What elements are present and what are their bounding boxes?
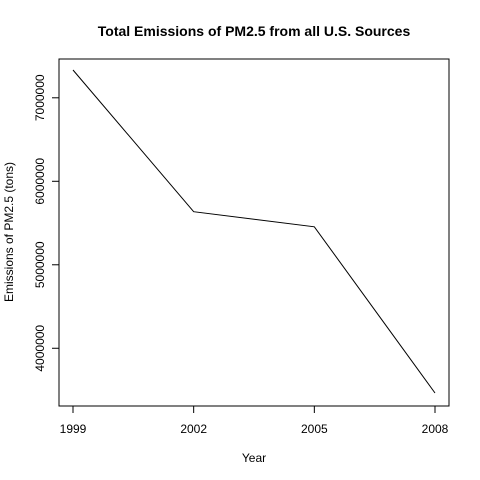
y-tick-label: 6000000 xyxy=(33,158,47,205)
series-layer xyxy=(72,69,436,394)
x-tick-label: 2002 xyxy=(180,422,207,436)
x-tick-label: 2008 xyxy=(422,422,449,436)
series-line xyxy=(72,69,436,394)
y-tick-label: 5000000 xyxy=(33,241,47,288)
chart-title: Total Emissions of PM2.5 from all U.S. S… xyxy=(98,23,411,39)
y-tick-label: 4000000 xyxy=(33,325,47,372)
x-tick-label: 2005 xyxy=(301,422,328,436)
y-tick-label: 7000000 xyxy=(33,74,47,121)
y-axis: 4000000 5000000 6000000 7000000 xyxy=(33,74,60,372)
x-axis: 1999 2002 2005 2008 xyxy=(60,405,449,436)
x-tick-label: 1999 xyxy=(60,422,87,436)
x-axis-label: Year xyxy=(242,451,266,465)
plot-area-border xyxy=(58,58,450,407)
y-axis-label: Emissions of PM2.5 (tons) xyxy=(2,162,16,302)
